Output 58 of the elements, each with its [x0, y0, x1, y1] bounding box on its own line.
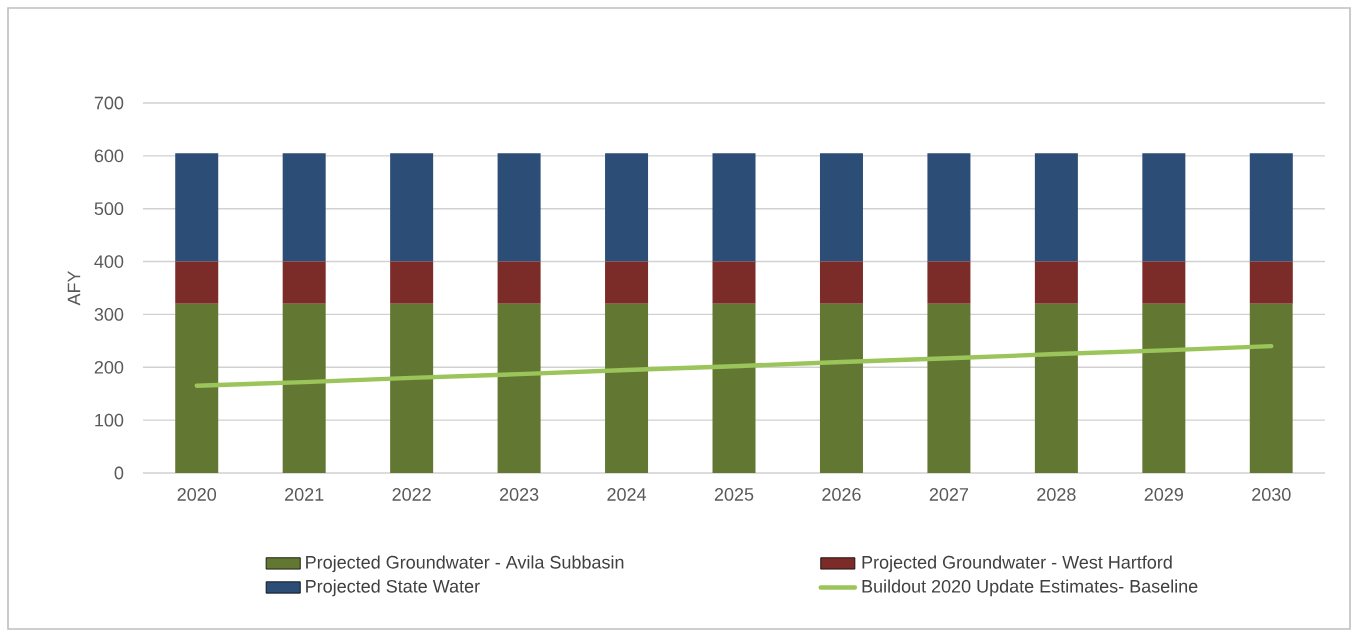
y-tick-label: 400: [94, 255, 124, 268]
y-tick-label: 600: [94, 149, 124, 163]
legend-label: Projected Groundwater - Avila Subbasin: [306, 555, 624, 573]
bar: [390, 153, 434, 262]
x-tick-label: 2026: [822, 488, 861, 501]
legend-label: Buildout 2020 Update Estimates- Baseline: [862, 579, 1198, 597]
y-tick-label: 300: [94, 308, 124, 321]
bar: [605, 261, 649, 304]
bar: [1249, 153, 1293, 262]
y-tick-label: 0: [114, 466, 124, 480]
bar: [1249, 303, 1293, 473]
x-tick-label: 2022: [392, 488, 431, 501]
bar: [712, 303, 756, 473]
y-tick-label: 500: [94, 202, 124, 216]
bar: [927, 303, 971, 473]
bar: [605, 303, 649, 473]
bar: [1034, 303, 1078, 473]
y-axis-title: AFY: [67, 270, 81, 306]
line-series: [194, 343, 1274, 388]
bar: [1142, 153, 1186, 262]
bar: [1142, 261, 1186, 304]
bar: [390, 261, 434, 304]
x-tick-label: 2020: [177, 488, 217, 501]
bar: [497, 261, 541, 304]
bar: [497, 153, 541, 262]
bar: [927, 261, 971, 304]
bar: [175, 153, 219, 262]
bar: [175, 261, 219, 304]
bar: [712, 153, 756, 262]
bar: [282, 303, 326, 473]
bar: [1034, 153, 1078, 262]
x-tick-label: 2030: [1252, 488, 1291, 501]
bar: [819, 153, 863, 262]
bar: [175, 303, 219, 473]
x-tick-label: 2027: [929, 488, 969, 501]
legend-label: Projected State Water: [306, 579, 480, 597]
bar: [1249, 261, 1293, 304]
bar: [390, 303, 434, 473]
bar: [1034, 261, 1078, 304]
x-tick-label: 2028: [1037, 488, 1076, 501]
bar: [282, 153, 326, 262]
bar: [605, 153, 649, 262]
x-tick-label: 2024: [607, 488, 647, 501]
bar: [819, 303, 863, 473]
x-tick-label: 2029: [1144, 488, 1183, 501]
bar: [927, 153, 971, 262]
x-tick-label: 2023: [499, 488, 539, 501]
y-tick-label: 100: [95, 413, 124, 427]
bar: [819, 261, 863, 304]
y-tick-label: 700: [94, 96, 124, 110]
bar: [497, 303, 541, 473]
bar: [712, 261, 756, 304]
bar: [1142, 303, 1186, 473]
y-tick-label: 200: [94, 360, 124, 374]
legend-label: Projected Groundwater - West Hartford: [862, 555, 1172, 573]
bar: [282, 261, 326, 304]
x-tick-label: 2025: [714, 488, 754, 501]
x-tick-label: 2021: [285, 488, 324, 501]
